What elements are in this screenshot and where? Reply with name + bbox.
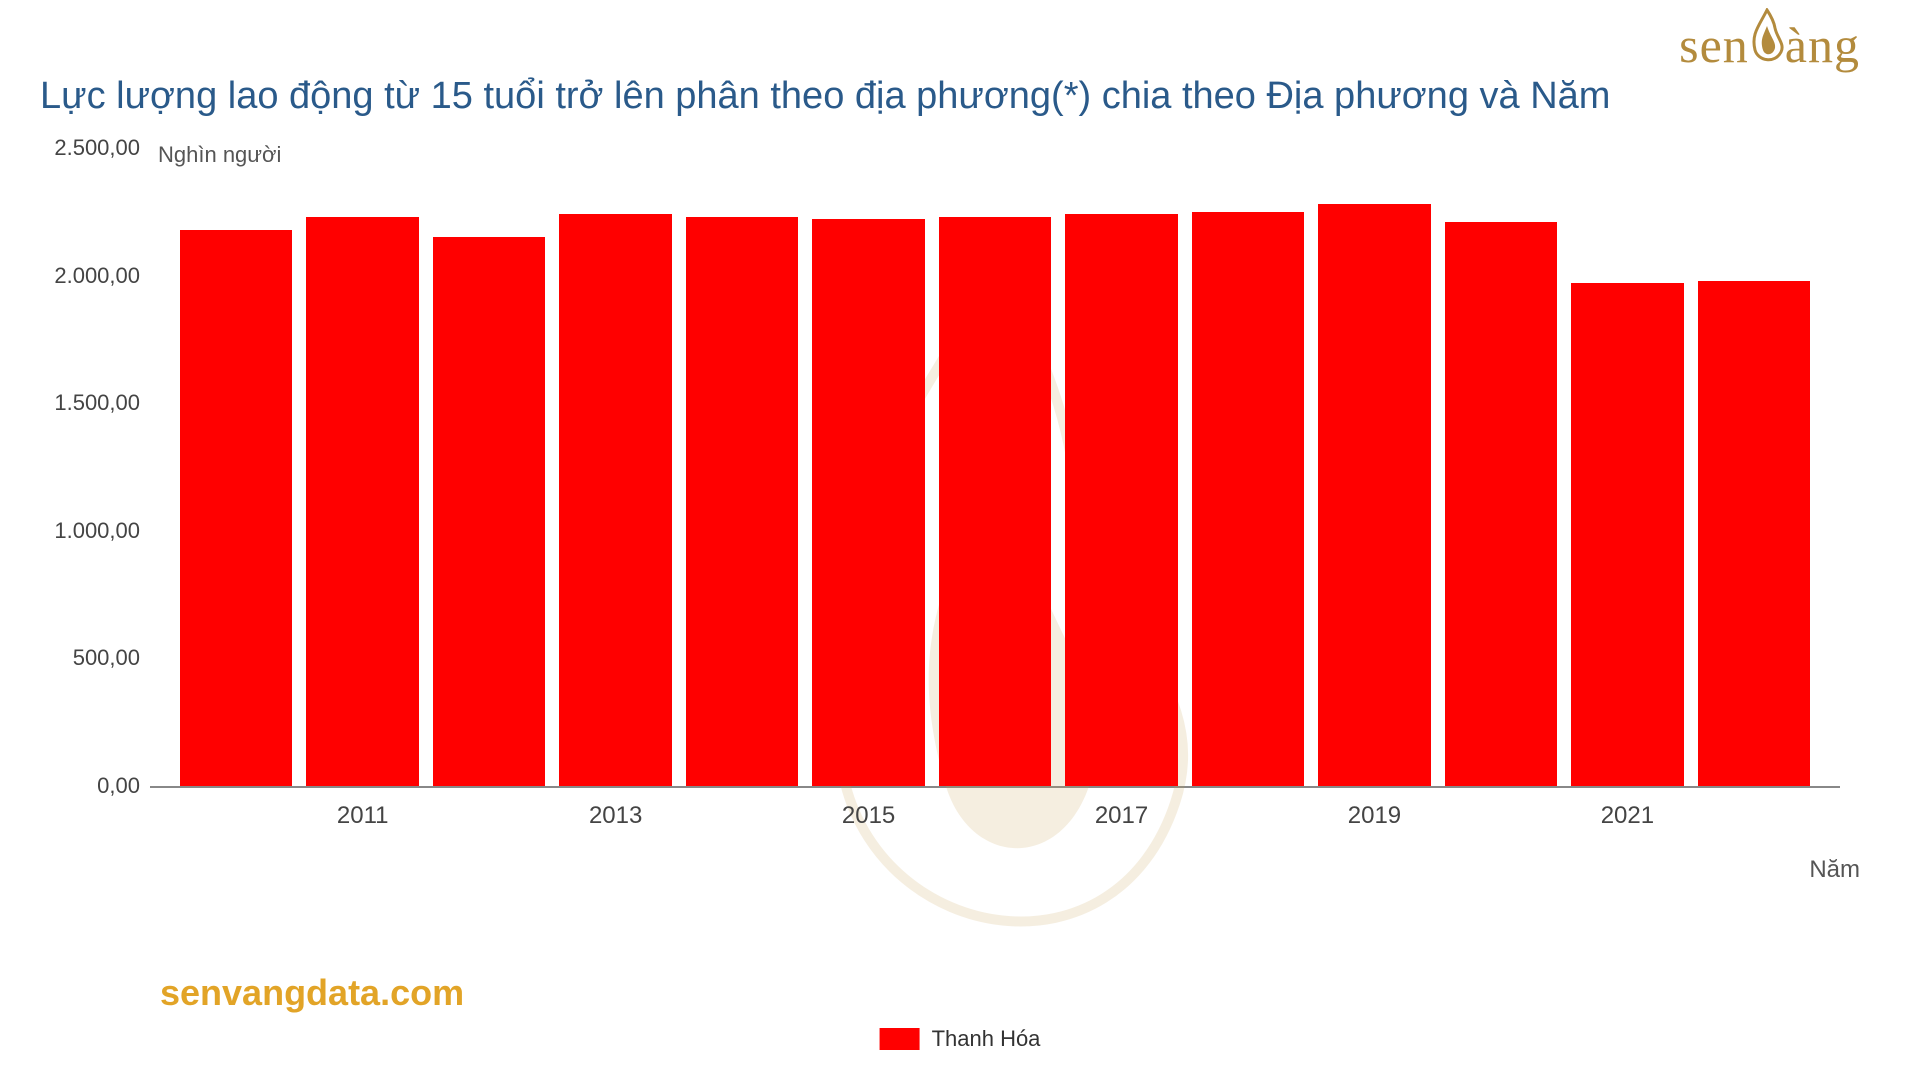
x-tick-label [433,796,545,846]
y-tick-label: 2.500,00 [40,135,140,161]
x-tick-label [180,796,292,846]
logo-flame-icon [1745,8,1789,78]
bar [1445,222,1557,786]
x-tick-label [939,796,1051,846]
bar [433,237,545,786]
bar [1318,204,1430,786]
x-axis: 201120132015201720192021 Năm [150,796,1840,846]
logo-text-left: sen [1679,17,1749,73]
x-tick-label: 2017 [1065,796,1177,846]
footer-url: senvangdata.com [160,972,464,1014]
brand-logo: senàng [1679,8,1860,78]
x-tick-label: 2013 [559,796,671,846]
chart-title: Lực lượng lao động từ 15 tuổi trở lên ph… [40,75,1880,118]
page: senàng Lực lượng lao động từ 15 tuổi trở… [0,0,1920,1080]
bar [1192,212,1304,786]
y-tick-label: 1.500,00 [40,390,140,416]
bar [1065,214,1177,786]
bar [939,217,1051,786]
y-tick-label: 500,00 [40,645,140,671]
y-tick-label: 2.000,00 [40,263,140,289]
bars-group [180,148,1810,786]
bar [559,214,671,786]
x-axis-unit-label: Năm [1809,856,1860,884]
x-tick-label [1192,796,1304,846]
x-ticks-group: 2011 2013 2015 2017 2019 2021 [180,796,1810,846]
bar [812,219,924,786]
legend-label: Thanh Hóa [932,1026,1041,1052]
plot-area: 0,00500,001.000,001.500,002.000,002.500,… [150,148,1840,788]
x-tick-label: 2019 [1318,796,1430,846]
x-tick-label [686,796,798,846]
legend: Thanh Hóa [880,1026,1041,1052]
x-tick-label [1445,796,1557,846]
legend-swatch [880,1028,920,1050]
bar [1571,283,1683,786]
x-tick-label [1698,796,1810,846]
x-tick-label: 2015 [812,796,924,846]
y-tick-label: 0,00 [40,773,140,799]
bar [306,217,418,786]
bar [180,230,292,786]
logo-text-right: àng [1785,17,1860,73]
y-tick-label: 1.000,00 [40,518,140,544]
chart-container: Nghìn người 0,00500,001.000,001.500,002.… [40,148,1880,868]
bar [686,217,798,786]
x-tick-label: 2021 [1571,796,1683,846]
bar [1698,281,1810,786]
x-tick-label: 2011 [306,796,418,846]
